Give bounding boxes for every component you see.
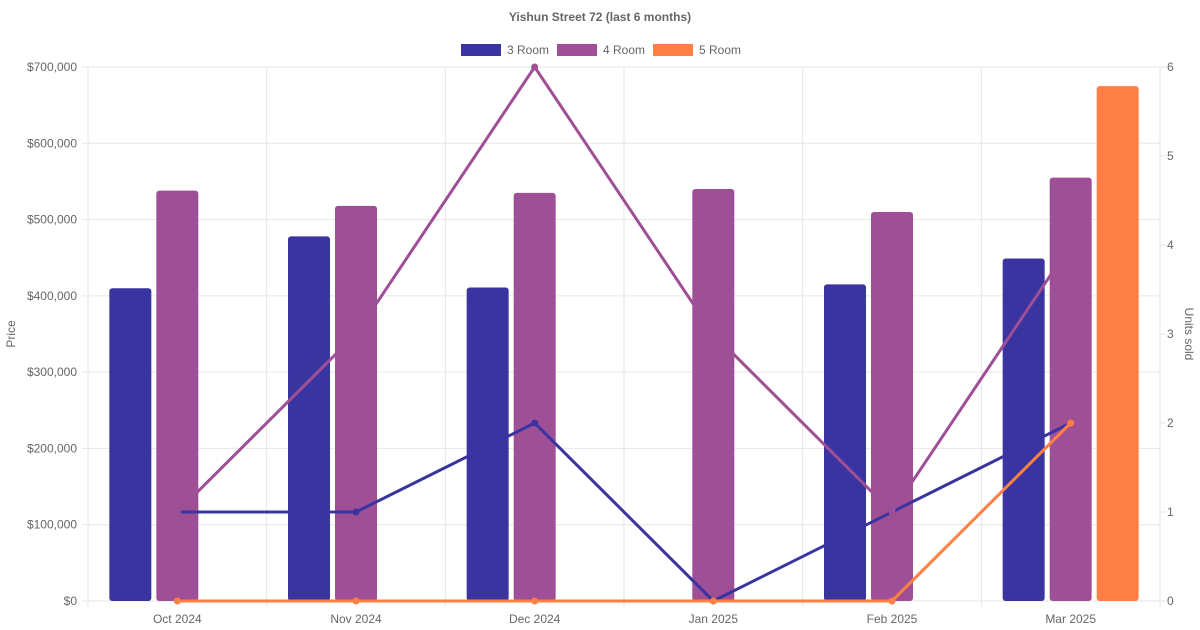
- y-left-tick-label: $300,000: [27, 365, 77, 379]
- x-tick-label-nov-2024: Nov 2024: [330, 612, 382, 626]
- y-left-tick-label: $500,000: [27, 213, 77, 227]
- point-4-room-dec-2024[interactable]: [531, 63, 539, 71]
- y-left-axis: $0 $100,000 $200,000 $300,000 $400,000 $500,0…: [27, 60, 77, 608]
- point-3-room-nov-2024[interactable]: [352, 508, 360, 516]
- bar-3-room-dec-2024[interactable]: [466, 287, 509, 601]
- point-3-room-dec-2024[interactable]: [531, 419, 539, 427]
- y-left-tick-label: $200,000: [27, 441, 77, 455]
- y-left-tick-label: $400,000: [27, 289, 77, 303]
- legend-swatch-5-room: [653, 44, 693, 56]
- y-left-tick-label: $100,000: [27, 518, 77, 532]
- legend-item-4-room[interactable]: 4 Room: [557, 43, 645, 57]
- legend-label-5-room: 5 Room: [699, 43, 741, 57]
- point-5-room-oct-2024[interactable]: [173, 597, 181, 605]
- y-right-tick-label: 1: [1167, 505, 1174, 519]
- x-axis: Oct 2024 Nov 2024 Dec 2024 Jan 2025 Feb 2025…: [153, 612, 1096, 626]
- bar-4-room-dec-2024[interactable]: [513, 192, 556, 601]
- x-tick-label-jan-2025: Jan 2025: [689, 612, 739, 626]
- point-4-room-mar-2025[interactable]: [1067, 241, 1075, 249]
- point-4-room-oct-2024[interactable]: [173, 508, 181, 516]
- legend-item-3-room[interactable]: 3 Room: [461, 43, 549, 57]
- point-4-room-jan-2025[interactable]: [709, 330, 717, 338]
- point-5-room-feb-2025[interactable]: [888, 597, 896, 605]
- point-5-room-mar-2025[interactable]: [1067, 419, 1075, 427]
- bar-3-room-feb-2025[interactable]: [824, 284, 866, 601]
- bar-3-room-nov-2024[interactable]: [288, 236, 330, 601]
- bar-3-room-oct-2024[interactable]: [109, 288, 152, 601]
- y-left-tick-label: $600,000: [27, 136, 77, 150]
- y-right-tick-label: 3: [1167, 327, 1174, 341]
- point-4-room-nov-2024[interactable]: [352, 330, 360, 338]
- y-right-tick-label: 4: [1167, 238, 1174, 252]
- y-right-tick-label: 5: [1167, 149, 1174, 163]
- y-right-tick-label: 6: [1167, 60, 1174, 74]
- y-right-axis-title: Units sold: [1182, 308, 1196, 361]
- line-3-room-units: [177, 421, 1072, 603]
- bar-4-room-oct-2024[interactable]: [156, 190, 199, 601]
- legend[interactable]: 3 Room 4 Room 5 Room: [461, 43, 741, 57]
- chart-title: Yishun Street 72 (last 6 months): [509, 10, 691, 24]
- unit-lines: [173, 63, 1075, 605]
- x-tick-label-dec-2024: Dec 2024: [509, 612, 561, 626]
- point-5-room-jan-2025[interactable]: [709, 597, 717, 605]
- bar-4-room-mar-2025[interactable]: [1049, 177, 1092, 601]
- y-left-tick-label: $700,000: [27, 60, 77, 74]
- bar-4-room-nov-2024[interactable]: [335, 205, 377, 601]
- line-4-room-units: [176, 64, 1072, 515]
- bar-5-room-mar-2025[interactable]: [1096, 86, 1139, 602]
- point-5-room-nov-2024[interactable]: [352, 597, 360, 605]
- y-right-axis: 0 1 2 3 4 5 6: [1167, 60, 1174, 608]
- legend-swatch-3-room: [461, 44, 501, 56]
- legend-label-4-room: 4 Room: [603, 43, 645, 57]
- bar-4-room-jan-2025[interactable]: [692, 189, 735, 602]
- y-right-tick-label: 2: [1167, 416, 1174, 430]
- line-5-room-units: [177, 421, 1072, 603]
- x-tick-label-oct-2024: Oct 2024: [153, 612, 202, 626]
- y-left-tick-label: $0: [64, 594, 78, 608]
- bar-3-room-mar-2025[interactable]: [1002, 258, 1045, 601]
- gridlines: [82, 66, 1166, 607]
- legend-item-5-room[interactable]: 5 Room: [653, 43, 741, 57]
- point-4-room-feb-2025[interactable]: [888, 508, 896, 516]
- x-tick-label-feb-2025: Feb 2025: [867, 612, 918, 626]
- y-right-tick-label: 0: [1167, 594, 1174, 608]
- bars: [109, 86, 1139, 602]
- bar-4-room-feb-2025[interactable]: [871, 211, 913, 601]
- legend-label-3-room: 3 Room: [507, 43, 549, 57]
- point-5-room-dec-2024[interactable]: [531, 597, 539, 605]
- x-tick-label-mar-2025: Mar 2025: [1045, 612, 1096, 626]
- y-left-axis-title: Price: [4, 320, 18, 348]
- legend-swatch-4-room: [557, 44, 597, 56]
